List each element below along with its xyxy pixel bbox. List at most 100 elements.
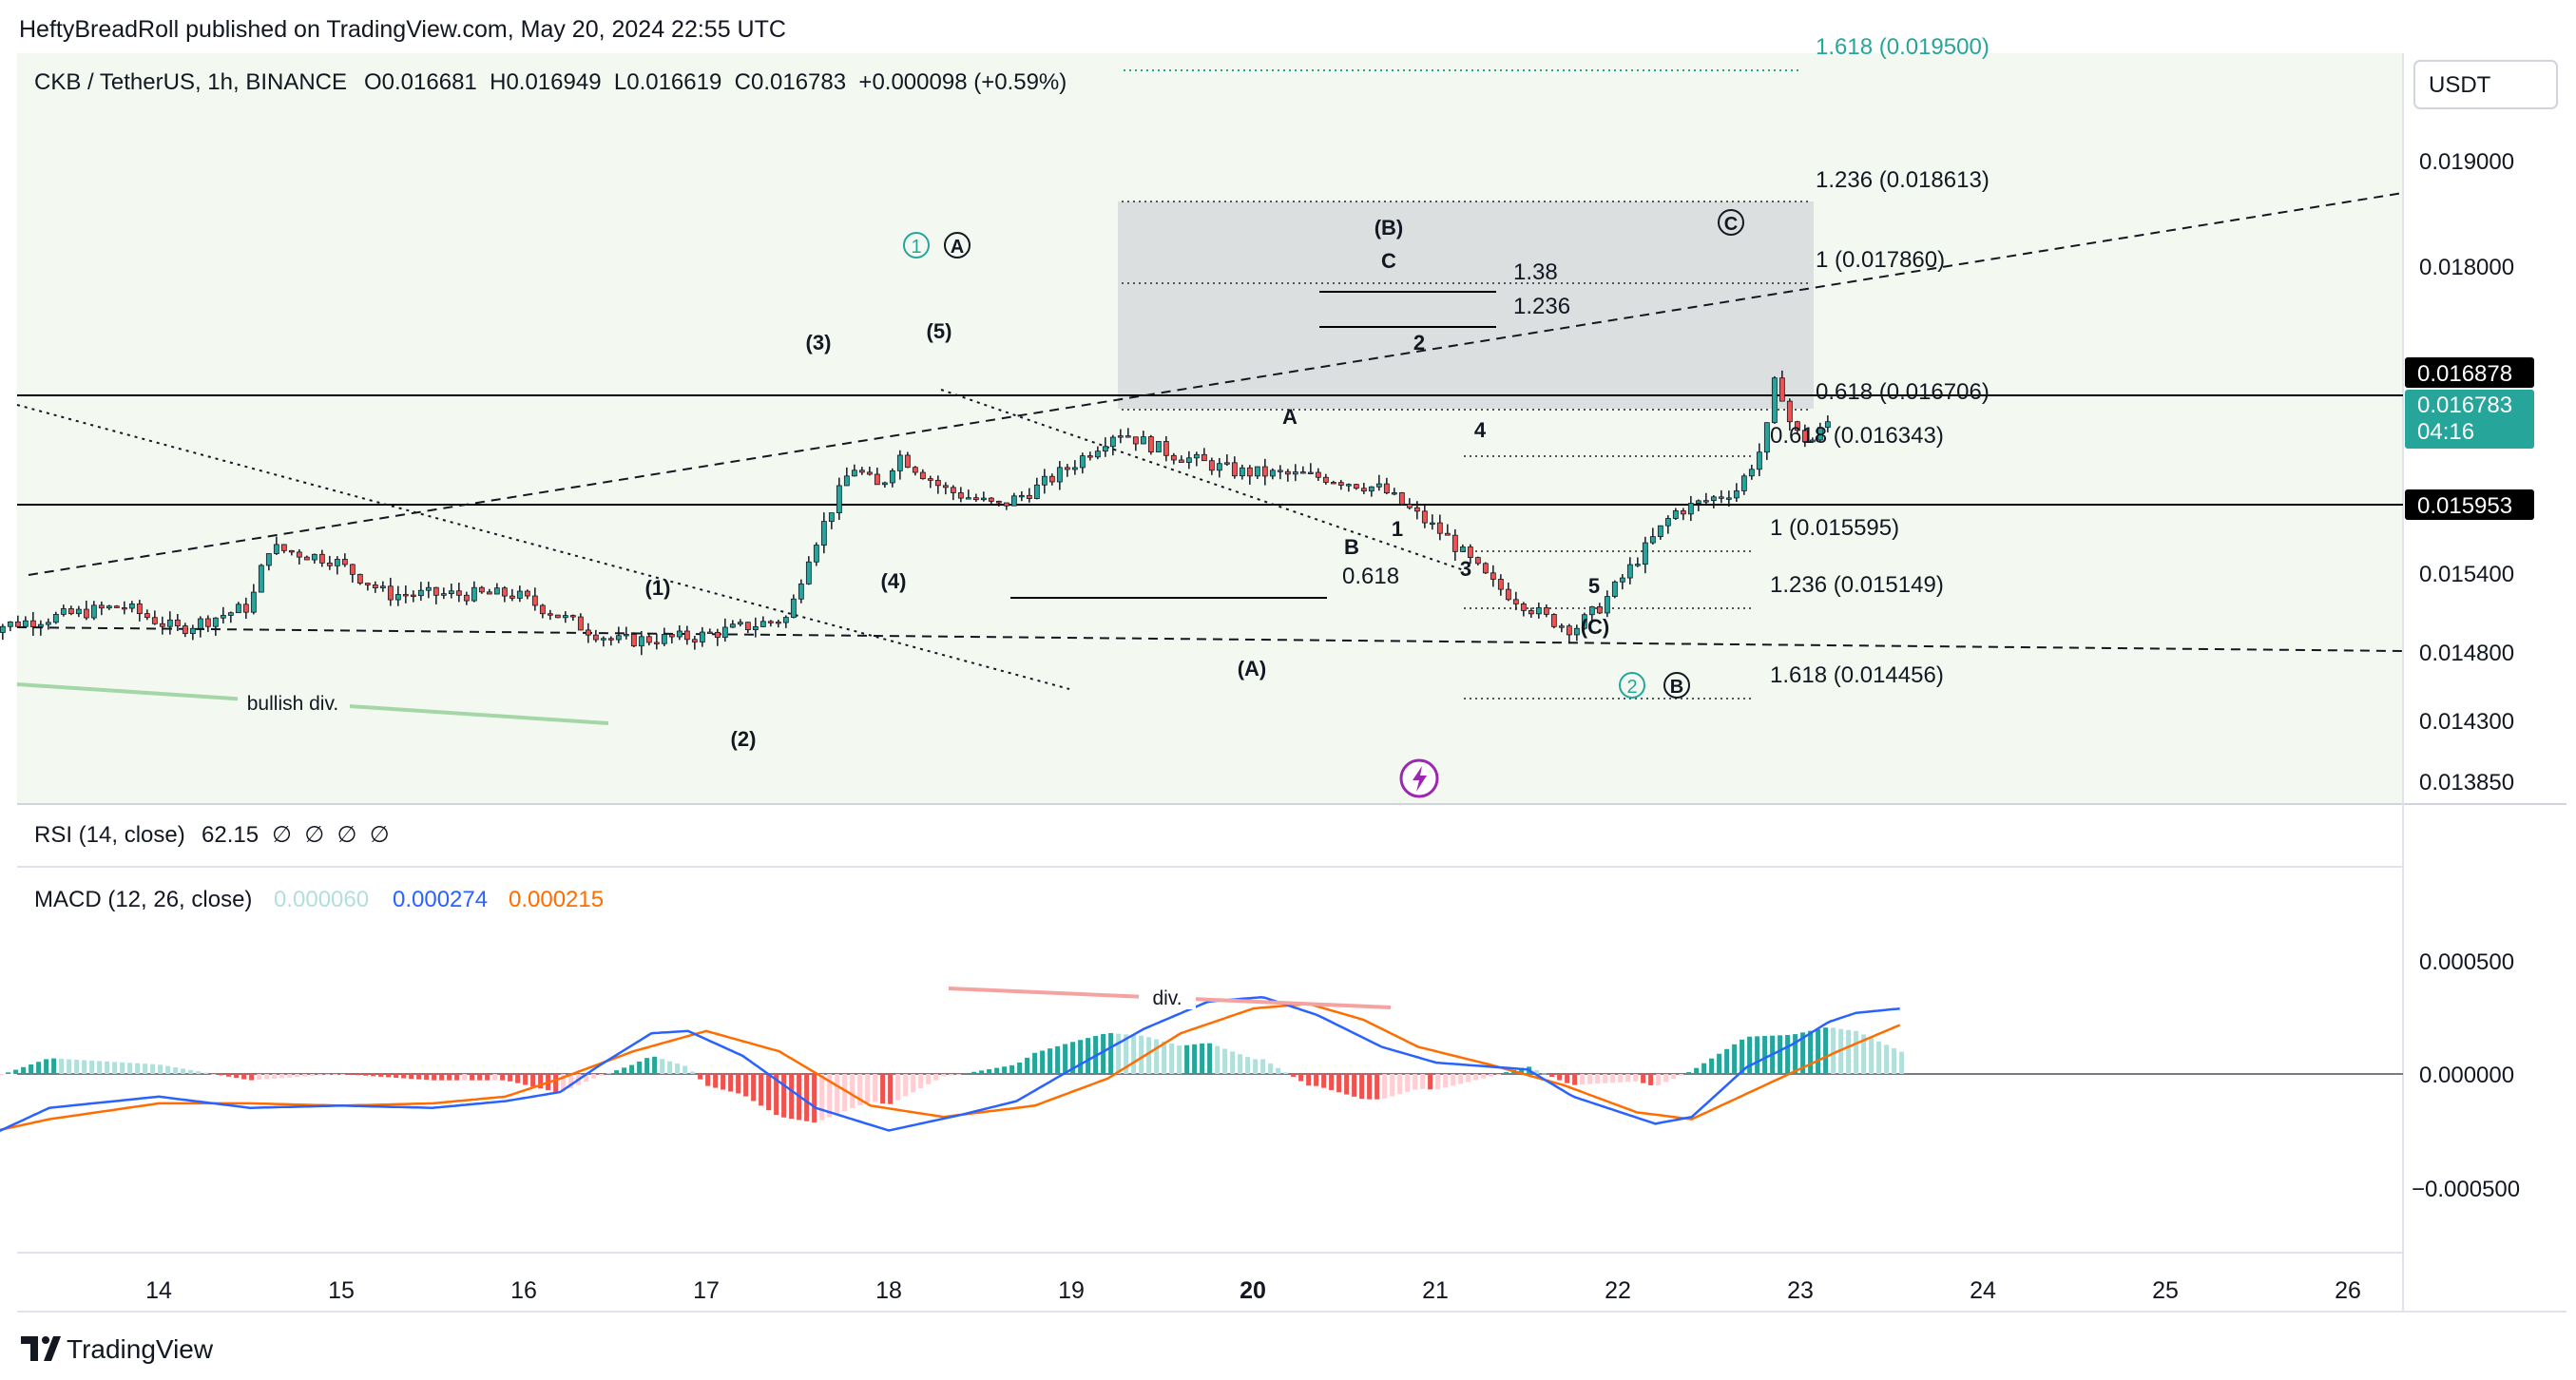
currency-selector[interactable] bbox=[2413, 60, 2558, 109]
candle[interactable] bbox=[1079, 455, 1086, 469]
candle[interactable] bbox=[1125, 435, 1131, 438]
candle[interactable] bbox=[1094, 450, 1101, 458]
candle[interactable] bbox=[1292, 471, 1298, 475]
candle[interactable] bbox=[1299, 471, 1306, 474]
candle[interactable] bbox=[957, 492, 964, 499]
candle[interactable] bbox=[334, 559, 340, 566]
candle[interactable] bbox=[159, 623, 165, 627]
candle[interactable] bbox=[524, 590, 530, 597]
candle[interactable] bbox=[1748, 469, 1755, 477]
candle[interactable] bbox=[440, 593, 447, 596]
price-pane[interactable] bbox=[17, 53, 2403, 804]
candle[interactable] bbox=[1596, 606, 1603, 614]
candle[interactable] bbox=[1254, 466, 1260, 477]
candle[interactable] bbox=[1322, 476, 1329, 483]
candle[interactable] bbox=[554, 614, 561, 619]
candle[interactable] bbox=[1801, 430, 1808, 443]
candle[interactable] bbox=[1398, 492, 1405, 506]
candle[interactable] bbox=[486, 591, 492, 595]
candle[interactable] bbox=[836, 485, 842, 514]
candle[interactable] bbox=[29, 620, 36, 627]
candle[interactable] bbox=[1041, 475, 1048, 486]
candle[interactable] bbox=[683, 630, 690, 641]
dotted-trend-line-right[interactable] bbox=[940, 389, 1465, 571]
candle[interactable] bbox=[52, 614, 59, 623]
candle[interactable] bbox=[1330, 482, 1336, 485]
candle[interactable] bbox=[858, 470, 865, 473]
candle[interactable] bbox=[1695, 500, 1701, 504]
candle[interactable] bbox=[250, 591, 257, 613]
candle[interactable] bbox=[22, 620, 29, 627]
candle[interactable] bbox=[7, 621, 13, 627]
candle[interactable] bbox=[182, 625, 188, 635]
candle[interactable] bbox=[1208, 460, 1215, 471]
candle[interactable] bbox=[326, 562, 333, 566]
candle[interactable] bbox=[60, 608, 67, 615]
candle[interactable] bbox=[661, 634, 667, 644]
candle[interactable] bbox=[106, 605, 112, 609]
candle[interactable] bbox=[501, 587, 508, 597]
candle[interactable] bbox=[1824, 421, 1831, 429]
candle[interactable] bbox=[280, 544, 287, 551]
candle[interactable] bbox=[729, 623, 736, 628]
candle[interactable] bbox=[1786, 400, 1793, 423]
candle[interactable] bbox=[1482, 563, 1489, 574]
candle[interactable] bbox=[1246, 467, 1253, 477]
candle[interactable] bbox=[448, 590, 454, 595]
candlestick-series[interactable] bbox=[0, 370, 1831, 656]
price-tag-resistance[interactable]: 0.016878 bbox=[2405, 357, 2534, 388]
macd-title[interactable]: MACD (12, 26, close) bbox=[34, 887, 252, 912]
candle[interactable] bbox=[1147, 436, 1154, 452]
candle[interactable] bbox=[1573, 627, 1580, 636]
candle[interactable] bbox=[1284, 470, 1291, 475]
dashed-level-line[interactable] bbox=[16, 626, 2404, 652]
candle[interactable] bbox=[341, 559, 348, 565]
candle[interactable] bbox=[318, 553, 325, 564]
candle[interactable] bbox=[1315, 471, 1321, 478]
candle[interactable] bbox=[615, 635, 622, 641]
candle[interactable] bbox=[1064, 467, 1070, 470]
candle[interactable] bbox=[463, 594, 470, 602]
candle[interactable] bbox=[569, 615, 576, 618]
candle[interactable] bbox=[121, 607, 127, 610]
candle[interactable] bbox=[67, 608, 74, 615]
candle[interactable] bbox=[691, 639, 698, 642]
candle[interactable] bbox=[349, 564, 356, 575]
candle[interactable] bbox=[1543, 607, 1549, 615]
candle[interactable] bbox=[455, 590, 462, 596]
candle[interactable] bbox=[798, 583, 804, 600]
candle[interactable] bbox=[1817, 427, 1823, 441]
candle[interactable] bbox=[1505, 588, 1511, 601]
candle[interactable] bbox=[136, 604, 143, 615]
candle[interactable] bbox=[1223, 462, 1230, 465]
candle[interactable] bbox=[1710, 496, 1717, 502]
candle[interactable] bbox=[965, 497, 971, 500]
candle[interactable] bbox=[592, 634, 599, 641]
candle[interactable] bbox=[1368, 486, 1375, 492]
candle[interactable] bbox=[881, 482, 888, 486]
candle[interactable] bbox=[1375, 483, 1382, 488]
candle[interactable] bbox=[1474, 557, 1481, 565]
candle[interactable] bbox=[273, 544, 279, 554]
candle[interactable] bbox=[1763, 422, 1770, 453]
candle[interactable] bbox=[1444, 532, 1451, 536]
candle[interactable] bbox=[1558, 625, 1565, 628]
candle[interactable] bbox=[1740, 475, 1747, 491]
candle[interactable] bbox=[1459, 546, 1466, 552]
candle[interactable] bbox=[1391, 492, 1397, 495]
candle[interactable] bbox=[1421, 510, 1428, 524]
candle[interactable] bbox=[1231, 462, 1238, 477]
candle[interactable] bbox=[1535, 607, 1542, 615]
candle[interactable] bbox=[265, 553, 272, 566]
candle[interactable] bbox=[1429, 522, 1435, 526]
candle[interactable] bbox=[782, 617, 789, 623]
candle[interactable] bbox=[1626, 564, 1633, 579]
candle[interactable] bbox=[714, 631, 721, 639]
candle[interactable] bbox=[296, 551, 302, 558]
macd-histogram[interactable] bbox=[0, 1027, 1905, 1123]
candle[interactable] bbox=[1725, 497, 1732, 500]
candle[interactable] bbox=[737, 622, 743, 625]
candle[interactable] bbox=[1003, 502, 1009, 507]
candle[interactable] bbox=[995, 501, 1002, 504]
candle[interactable] bbox=[676, 630, 682, 638]
